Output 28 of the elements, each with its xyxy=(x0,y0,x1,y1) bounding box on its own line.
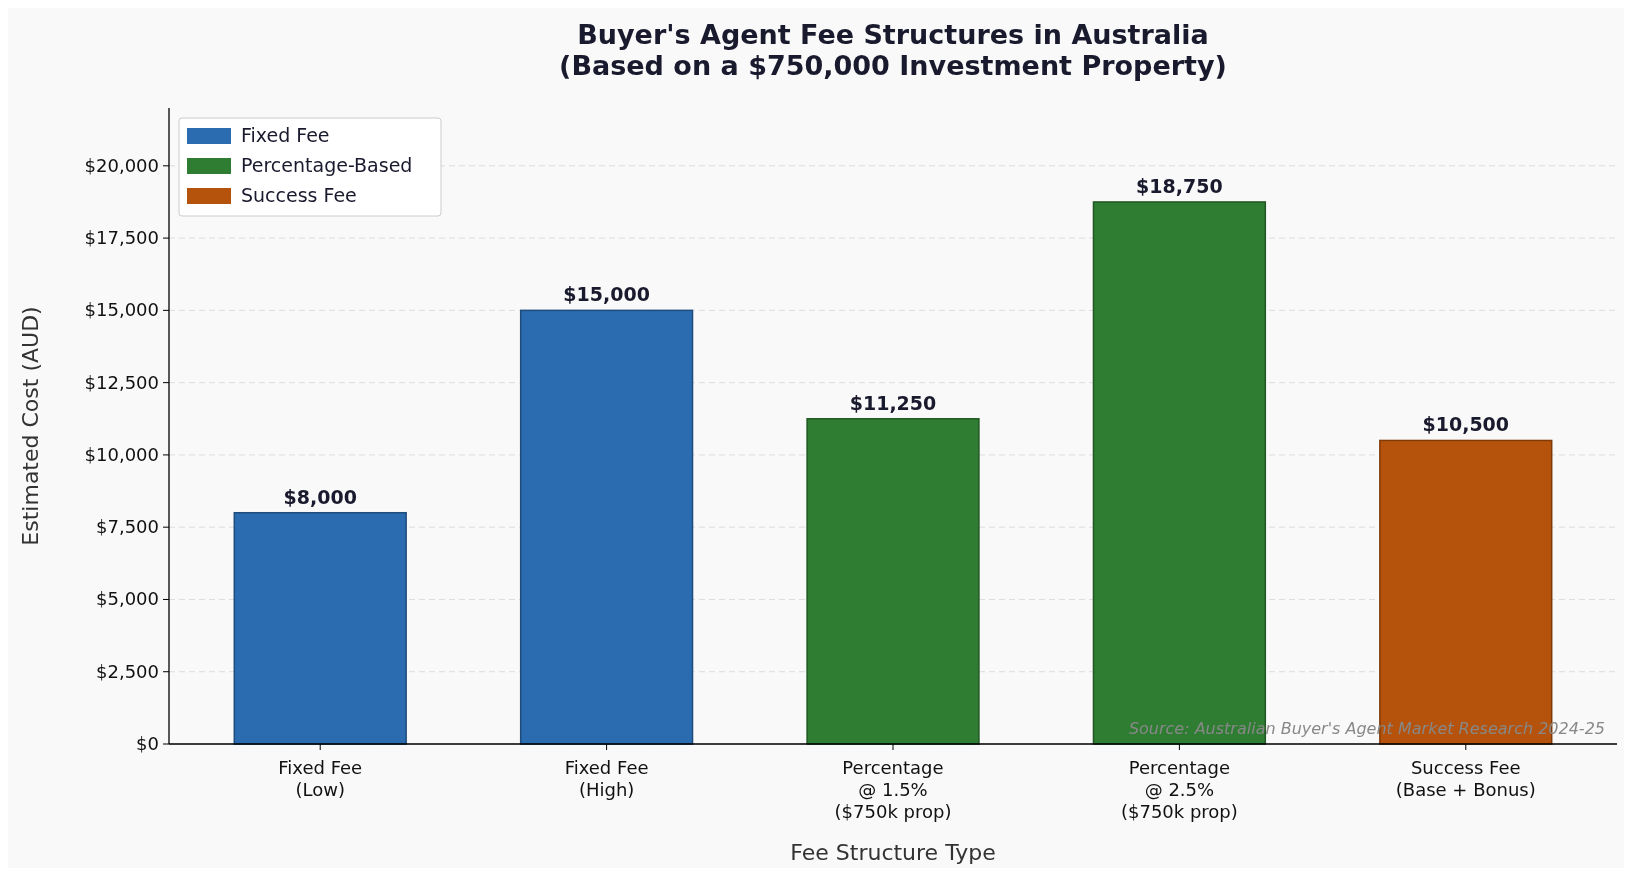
x-tick-label: Percentage @ 1.5% ($750k prop) xyxy=(834,757,952,822)
x-axis-title: Fee Structure Type xyxy=(790,840,996,865)
chart-title: Buyer's Agent Fee Structures in Australia (Based on a $750,000 Investment Property) xyxy=(559,19,1227,81)
y-tick-label: $5,000 xyxy=(96,588,159,610)
x-tick-label: Success Fee (Base + Bonus) xyxy=(1395,757,1536,800)
bar xyxy=(806,418,980,745)
legend-label: Fixed Fee xyxy=(241,124,330,146)
y-axis-title: Estimated Cost (AUD) xyxy=(18,306,43,546)
data-label: $10,500 xyxy=(1422,413,1510,436)
y-tick-label: $10,000 xyxy=(84,443,159,465)
y-tick-label: $20,000 xyxy=(84,154,159,176)
legend-label: Success Fee xyxy=(241,184,357,206)
y-tick-label: $15,000 xyxy=(84,299,159,321)
data-label: $15,000 xyxy=(563,283,650,306)
y-tick-label: $2,500 xyxy=(96,660,159,682)
x-tick-label: Fixed Fee (Low) xyxy=(278,757,363,800)
data-label: $8,000 xyxy=(283,485,357,508)
x-tick-label: Fixed Fee (High) xyxy=(564,757,649,800)
x-tick-label: Percentage @ 2.5% ($750k prop) xyxy=(1120,757,1238,822)
bar xyxy=(233,511,407,745)
y-tick-label: $12,500 xyxy=(84,371,159,393)
data-label: $18,750 xyxy=(1136,174,1223,197)
legend-label: Percentage-Based xyxy=(241,154,413,176)
y-tick-label: $0 xyxy=(136,733,159,754)
y-tick-label: $17,500 xyxy=(84,227,159,249)
y-tick-label: $7,500 xyxy=(96,516,159,538)
bar xyxy=(519,309,694,745)
data-label: $11,250 xyxy=(849,391,937,414)
